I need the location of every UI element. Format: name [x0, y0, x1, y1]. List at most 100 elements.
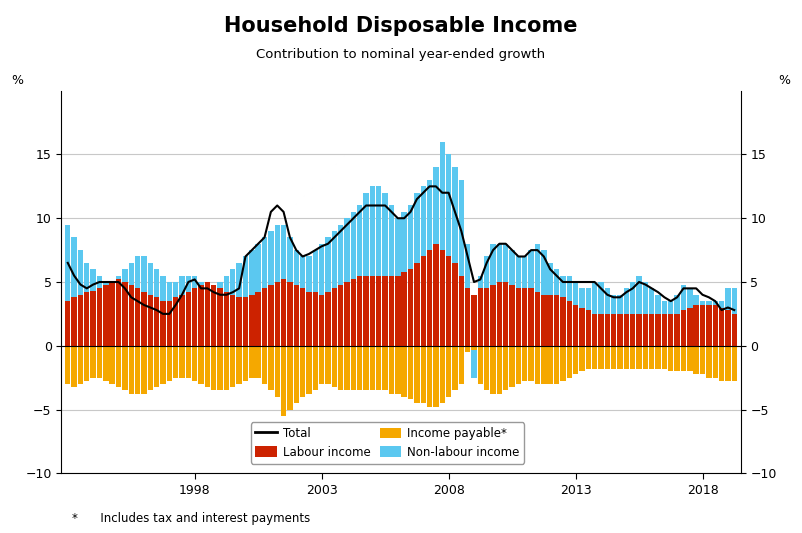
Bar: [395, 276, 400, 346]
Bar: [115, 279, 121, 346]
Bar: [154, 269, 160, 297]
Bar: [97, 276, 102, 288]
Bar: [91, 346, 95, 378]
Bar: [224, 276, 229, 292]
Bar: [78, 346, 83, 384]
Bar: [548, 263, 553, 295]
Bar: [370, 346, 375, 390]
Bar: [78, 250, 83, 295]
Bar: [496, 282, 502, 346]
Bar: [128, 263, 134, 285]
Bar: [91, 269, 95, 291]
Bar: [687, 346, 692, 372]
Bar: [446, 256, 452, 346]
Bar: [344, 346, 350, 390]
Text: Contribution to nominal year-ended growth: Contribution to nominal year-ended growt…: [257, 48, 545, 61]
Bar: [306, 292, 312, 346]
Bar: [402, 212, 407, 272]
Bar: [148, 263, 153, 295]
Bar: [224, 346, 229, 390]
Bar: [173, 282, 178, 297]
Total: [469, 279, 479, 285]
Bar: [681, 285, 687, 310]
Bar: [611, 346, 617, 369]
Bar: [281, 346, 286, 416]
Bar: [110, 282, 115, 346]
Bar: [326, 237, 330, 292]
Bar: [192, 346, 197, 382]
Bar: [598, 314, 604, 346]
Bar: [350, 212, 356, 279]
Bar: [71, 346, 77, 386]
Bar: [103, 285, 108, 346]
Bar: [84, 263, 90, 292]
Bar: [198, 282, 204, 285]
Bar: [516, 288, 521, 346]
Bar: [668, 314, 674, 346]
Bar: [173, 346, 178, 378]
Bar: [319, 346, 324, 384]
Bar: [154, 297, 160, 346]
Bar: [649, 288, 654, 314]
Bar: [110, 346, 115, 384]
Bar: [376, 276, 382, 346]
Bar: [662, 314, 667, 346]
Bar: [503, 346, 508, 390]
Bar: [573, 282, 578, 305]
Bar: [414, 346, 419, 403]
Bar: [731, 288, 737, 314]
Bar: [662, 346, 667, 369]
Bar: [217, 346, 223, 390]
Bar: [707, 301, 711, 305]
Total: [63, 260, 72, 266]
Bar: [180, 346, 184, 378]
Bar: [618, 314, 622, 346]
Bar: [135, 256, 140, 288]
Bar: [529, 346, 534, 382]
Bar: [484, 288, 489, 346]
Bar: [338, 346, 343, 390]
Bar: [712, 301, 718, 305]
Bar: [605, 346, 610, 369]
Bar: [167, 282, 172, 301]
Bar: [141, 292, 147, 346]
Bar: [261, 288, 267, 346]
Bar: [84, 346, 90, 382]
Bar: [452, 346, 458, 390]
Bar: [300, 346, 306, 397]
Bar: [65, 346, 71, 384]
Bar: [579, 308, 585, 346]
Bar: [655, 346, 661, 369]
Bar: [535, 292, 541, 346]
Bar: [167, 346, 172, 382]
Bar: [135, 346, 140, 394]
Bar: [459, 180, 464, 276]
Text: *      Includes tax and interest payments: * Includes tax and interest payments: [72, 512, 310, 525]
Bar: [249, 346, 254, 378]
Bar: [313, 292, 318, 346]
Bar: [376, 187, 382, 276]
Text: %: %: [779, 74, 791, 87]
Bar: [427, 180, 432, 250]
Bar: [370, 187, 375, 276]
Bar: [217, 288, 223, 346]
Total: [82, 285, 91, 292]
Legend: Total, Labour income, Income payable*, Non-labour income: Total, Labour income, Income payable*, N…: [251, 422, 524, 464]
Bar: [141, 256, 147, 292]
Bar: [205, 346, 210, 386]
Bar: [71, 297, 77, 346]
Bar: [592, 282, 597, 314]
Bar: [687, 288, 692, 308]
Bar: [452, 263, 458, 346]
Bar: [719, 346, 724, 382]
Bar: [611, 295, 617, 314]
Bar: [332, 288, 337, 346]
Bar: [281, 279, 286, 346]
Bar: [496, 244, 502, 282]
Bar: [338, 285, 343, 346]
Bar: [554, 269, 559, 295]
Bar: [585, 310, 591, 346]
Total: [533, 247, 542, 253]
Bar: [472, 346, 476, 350]
Bar: [420, 346, 426, 403]
